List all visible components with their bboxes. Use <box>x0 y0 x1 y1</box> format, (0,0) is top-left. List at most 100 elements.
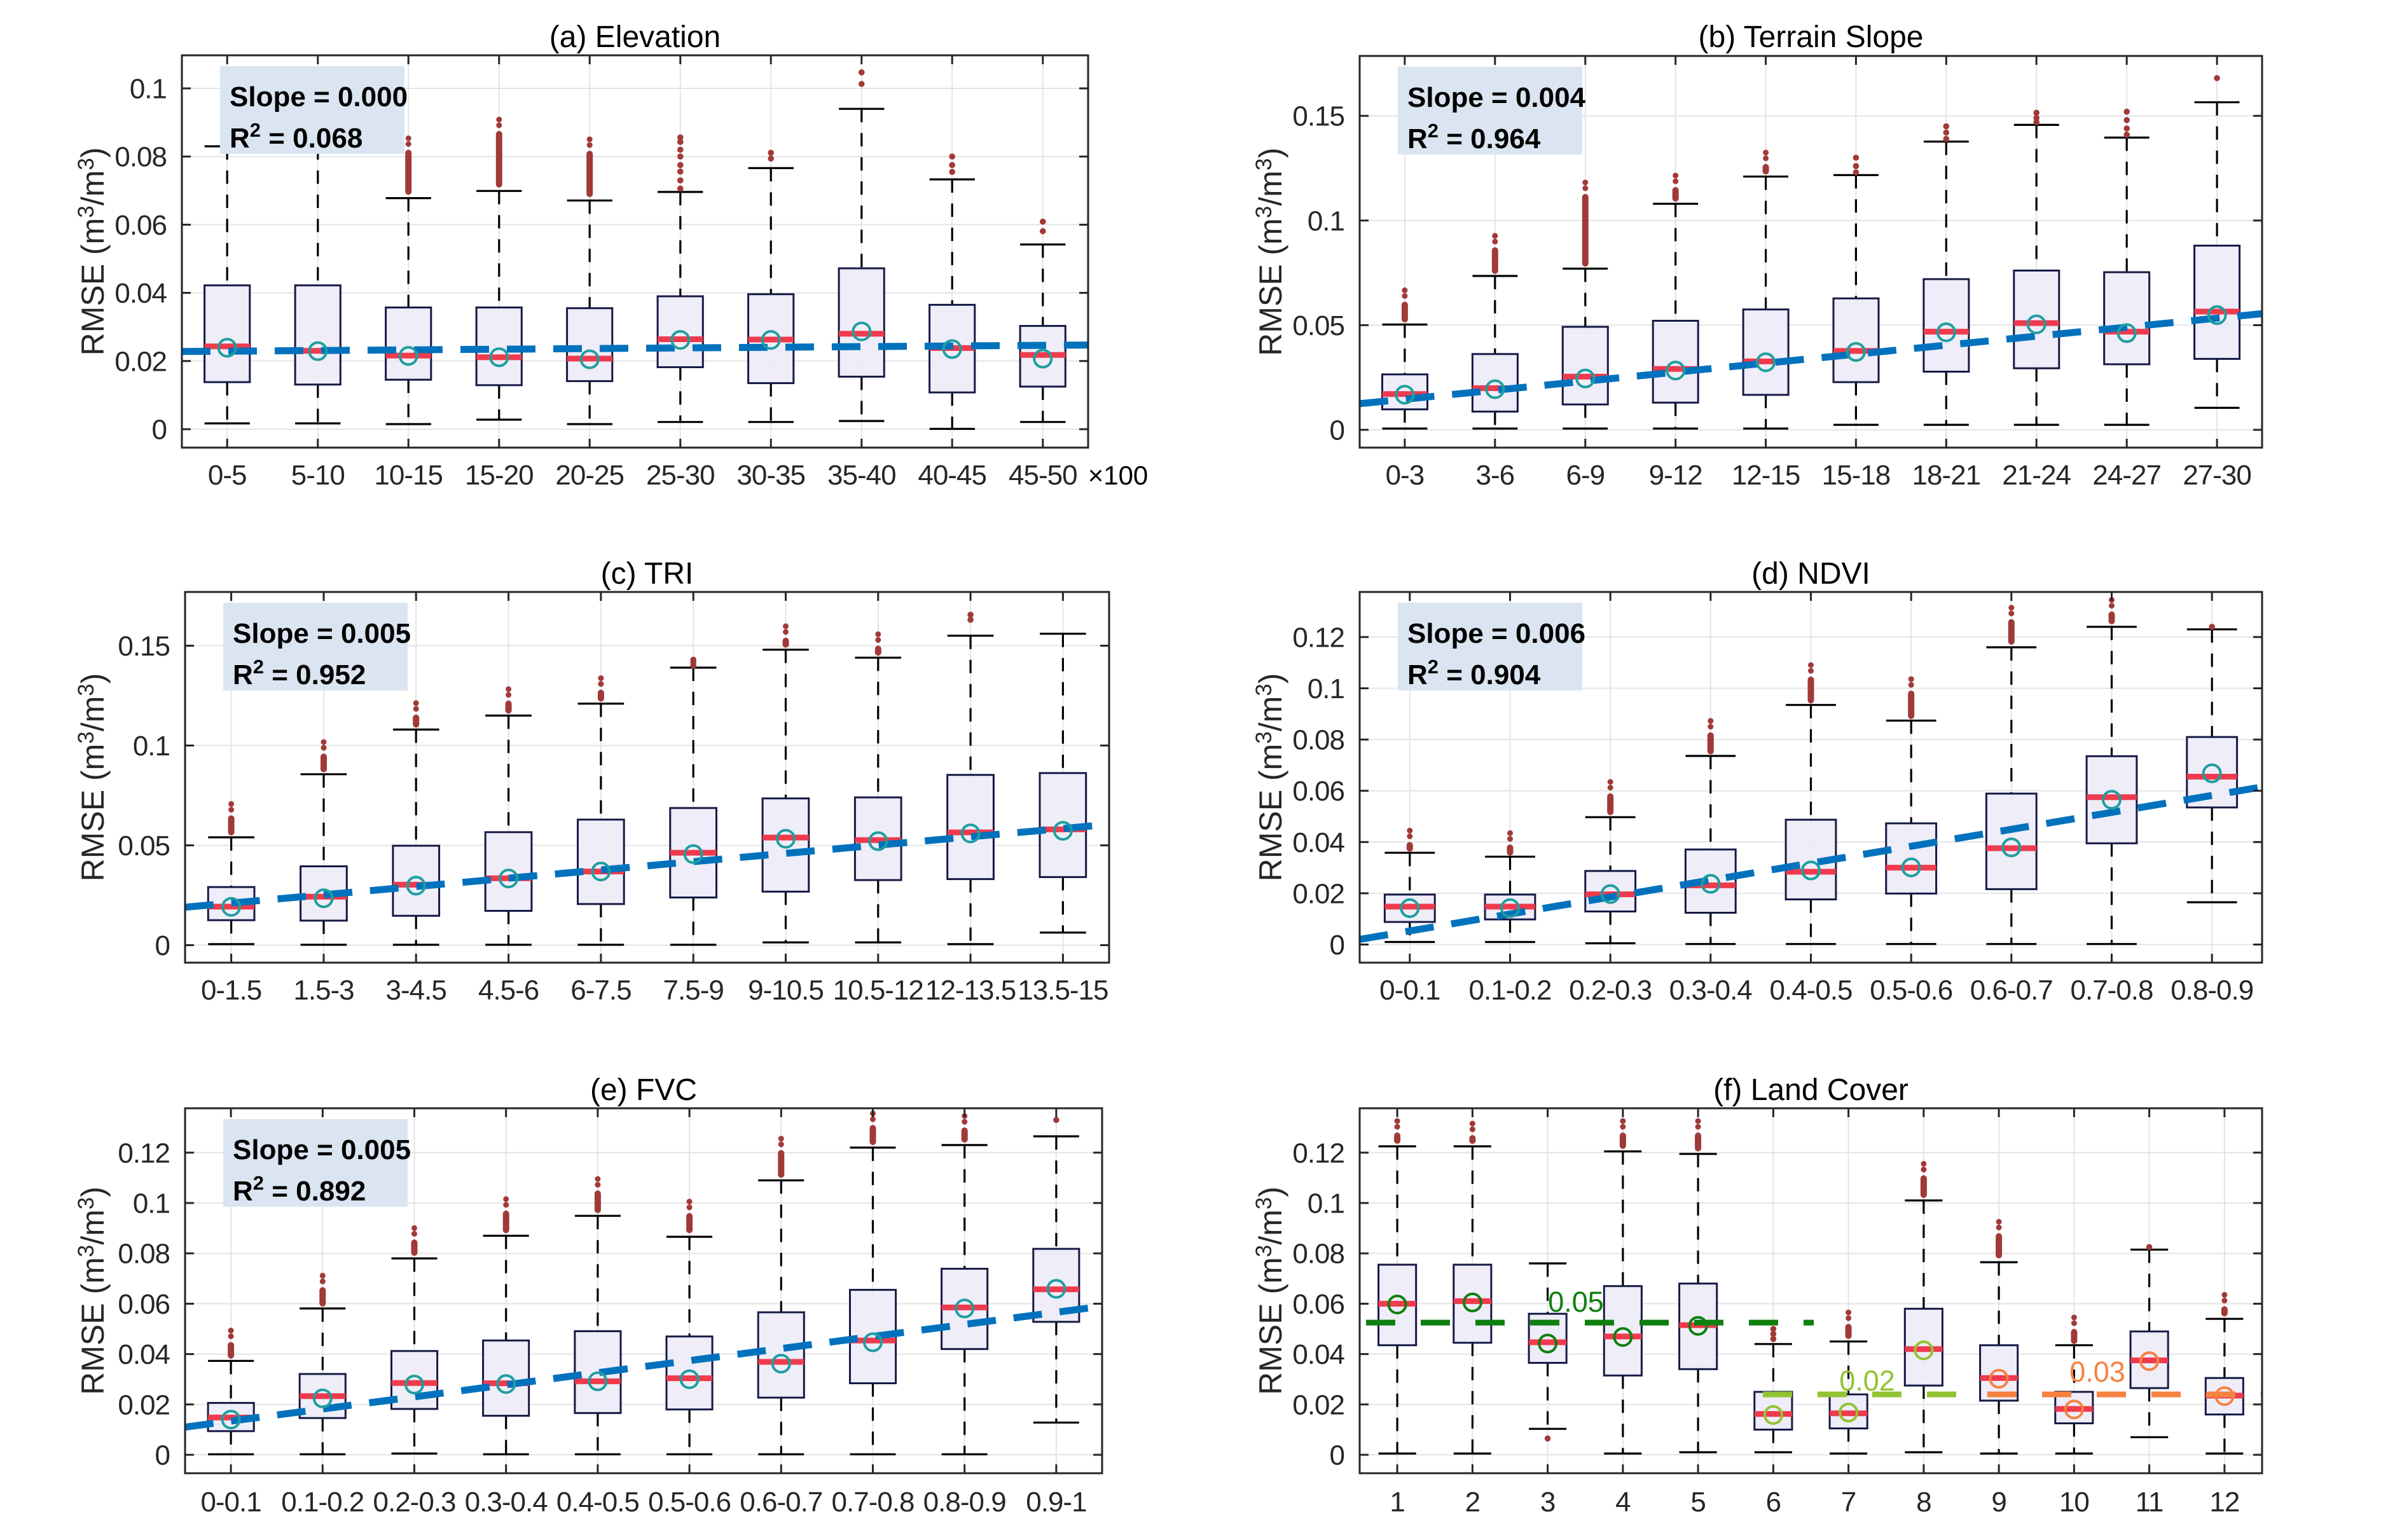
svg-text:5: 5 <box>1690 1487 1705 1518</box>
svg-text:2: 2 <box>1465 1487 1480 1518</box>
svg-text:12-15: 12-15 <box>1732 460 1800 491</box>
svg-text:0.3-0.4: 0.3-0.4 <box>465 1487 548 1518</box>
svg-text:0.04: 0.04 <box>118 1339 170 1370</box>
svg-text:0.04: 0.04 <box>1292 1339 1344 1370</box>
svg-text:0-0.1: 0-0.1 <box>1379 975 1440 1006</box>
svg-text:21-24: 21-24 <box>2002 460 2071 491</box>
svg-text:0.2-0.3: 0.2-0.3 <box>1569 975 1652 1006</box>
svg-text:R2 = 0.904: R2 = 0.904 <box>1407 656 1541 691</box>
svg-text:0.06: 0.06 <box>1292 1289 1344 1320</box>
svg-text:R2 = 0.952: R2 = 0.952 <box>233 656 366 691</box>
svg-text:0.1-0.2: 0.1-0.2 <box>281 1487 364 1518</box>
svg-text:0.06: 0.06 <box>118 1289 170 1320</box>
svg-text:7.5-9: 7.5-9 <box>663 975 724 1006</box>
svg-text:6: 6 <box>1766 1487 1781 1518</box>
svg-text:0.12: 0.12 <box>118 1138 170 1169</box>
svg-text:0.08: 0.08 <box>1292 1239 1344 1270</box>
svg-text:0.5-0.6: 0.5-0.6 <box>1870 975 1952 1006</box>
svg-text:10-15: 10-15 <box>374 460 443 491</box>
svg-text:13.5-15: 13.5-15 <box>1018 975 1108 1006</box>
svg-text:40-45: 40-45 <box>918 460 986 491</box>
svg-text:0.05: 0.05 <box>1548 1286 1604 1318</box>
svg-text:0.15: 0.15 <box>1292 101 1344 132</box>
svg-text:Slope = 0.005: Slope = 0.005 <box>233 618 411 649</box>
svg-text:45-50: 45-50 <box>1009 460 1077 491</box>
svg-text:0.08: 0.08 <box>114 142 167 173</box>
svg-text:0.04: 0.04 <box>1292 827 1344 858</box>
svg-text:0.06: 0.06 <box>1292 776 1344 807</box>
svg-text:0.1: 0.1 <box>133 1188 170 1220</box>
svg-text:0: 0 <box>1330 930 1344 961</box>
svg-text:0.06: 0.06 <box>114 210 167 241</box>
svg-text:0.1: 0.1 <box>133 731 170 762</box>
svg-text:20-25: 20-25 <box>555 460 624 491</box>
svg-text:0-3: 0-3 <box>1386 460 1425 491</box>
svg-text:0.15: 0.15 <box>118 631 170 662</box>
svg-text:30-35: 30-35 <box>736 460 805 491</box>
svg-text:RMSE (m3/m3): RMSE (m3/m3) <box>1252 673 1288 882</box>
svg-text:10: 10 <box>2059 1487 2089 1518</box>
svg-text:0: 0 <box>1330 415 1344 446</box>
svg-text:0.02: 0.02 <box>1292 878 1344 909</box>
svg-text:R2 = 0.892: R2 = 0.892 <box>233 1172 366 1207</box>
svg-text:7: 7 <box>1841 1487 1856 1518</box>
svg-text:0.6-0.7: 0.6-0.7 <box>740 1487 822 1518</box>
svg-text:(e) FVC: (e) FVC <box>590 1073 697 1107</box>
svg-text:0.1: 0.1 <box>1308 1188 1344 1220</box>
svg-text:0.6-0.7: 0.6-0.7 <box>1970 975 2053 1006</box>
svg-text:0: 0 <box>152 415 167 446</box>
svg-text:(f) Land Cover: (f) Land Cover <box>1713 1073 1908 1107</box>
svg-text:6-7.5: 6-7.5 <box>570 975 631 1006</box>
svg-text:RMSE (m3/m3): RMSE (m3/m3) <box>1252 1186 1288 1395</box>
svg-text:0.02: 0.02 <box>114 346 167 377</box>
svg-text:R2 = 0.068: R2 = 0.068 <box>230 119 362 154</box>
svg-text:25-30: 25-30 <box>646 460 715 491</box>
svg-text:3-4.5: 3-4.5 <box>386 975 446 1006</box>
svg-text:Slope = 0.005: Slope = 0.005 <box>233 1134 411 1165</box>
svg-text:0.5-0.6: 0.5-0.6 <box>648 1487 731 1518</box>
svg-text:0.8-0.9: 0.8-0.9 <box>923 1487 1006 1518</box>
svg-text:3: 3 <box>1540 1487 1555 1518</box>
svg-text:0: 0 <box>1330 1440 1344 1471</box>
svg-text:0-1.5: 0-1.5 <box>201 975 261 1006</box>
svg-text:0.1: 0.1 <box>1308 673 1344 705</box>
svg-text:12: 12 <box>2209 1487 2239 1518</box>
svg-text:27-30: 27-30 <box>2183 460 2251 491</box>
svg-text:0.02: 0.02 <box>1839 1365 1895 1397</box>
svg-text:0-0.1: 0-0.1 <box>200 1487 261 1518</box>
svg-text:(c) TRI: (c) TRI <box>601 557 694 591</box>
svg-text:Slope = 0.006: Slope = 0.006 <box>1407 618 1585 649</box>
svg-text:R2 = 0.964: R2 = 0.964 <box>1407 120 1541 155</box>
svg-text:3-6: 3-6 <box>1476 460 1515 491</box>
svg-text:8: 8 <box>1916 1487 1931 1518</box>
svg-text:12-13.5: 12-13.5 <box>925 975 1016 1006</box>
svg-text:9: 9 <box>1991 1487 2006 1518</box>
svg-text:0.4-0.5: 0.4-0.5 <box>556 1487 639 1518</box>
svg-text:0: 0 <box>155 1440 170 1471</box>
svg-text:10.5-12: 10.5-12 <box>833 975 923 1006</box>
svg-text:9-10.5: 9-10.5 <box>748 975 824 1006</box>
svg-text:0.08: 0.08 <box>118 1239 170 1270</box>
svg-text:11: 11 <box>2136 1487 2164 1518</box>
svg-text:0.1: 0.1 <box>130 74 167 105</box>
svg-text:0.4-0.5: 0.4-0.5 <box>1770 975 1853 1006</box>
svg-text:0.08: 0.08 <box>1292 725 1344 756</box>
svg-text:RMSE (m3/m3): RMSE (m3/m3) <box>74 148 111 356</box>
svg-text:0.2-0.3: 0.2-0.3 <box>373 1487 456 1518</box>
svg-text:0-5: 0-5 <box>208 460 247 491</box>
svg-text:0.02: 0.02 <box>118 1389 170 1420</box>
svg-text:0.05: 0.05 <box>118 830 170 862</box>
svg-text:4: 4 <box>1615 1487 1631 1518</box>
svg-text:0.1-0.2: 0.1-0.2 <box>1469 975 1552 1006</box>
svg-text:0.12: 0.12 <box>1292 1138 1344 1169</box>
svg-text:9-12: 9-12 <box>1649 460 1702 491</box>
svg-text:0: 0 <box>155 930 170 961</box>
svg-text:(b) Terrain Slope: (b) Terrain Slope <box>1699 20 1924 54</box>
svg-text:RMSE (m3/m3): RMSE (m3/m3) <box>74 1186 111 1395</box>
svg-text:RMSE (m3/m3): RMSE (m3/m3) <box>74 673 111 882</box>
svg-text:RMSE (m3/m3): RMSE (m3/m3) <box>1252 148 1288 356</box>
svg-text:24-27: 24-27 <box>2092 460 2161 491</box>
svg-text:0.1: 0.1 <box>1308 205 1344 237</box>
svg-text:0.3-0.4: 0.3-0.4 <box>1669 975 1753 1006</box>
svg-text:15-20: 15-20 <box>465 460 534 491</box>
